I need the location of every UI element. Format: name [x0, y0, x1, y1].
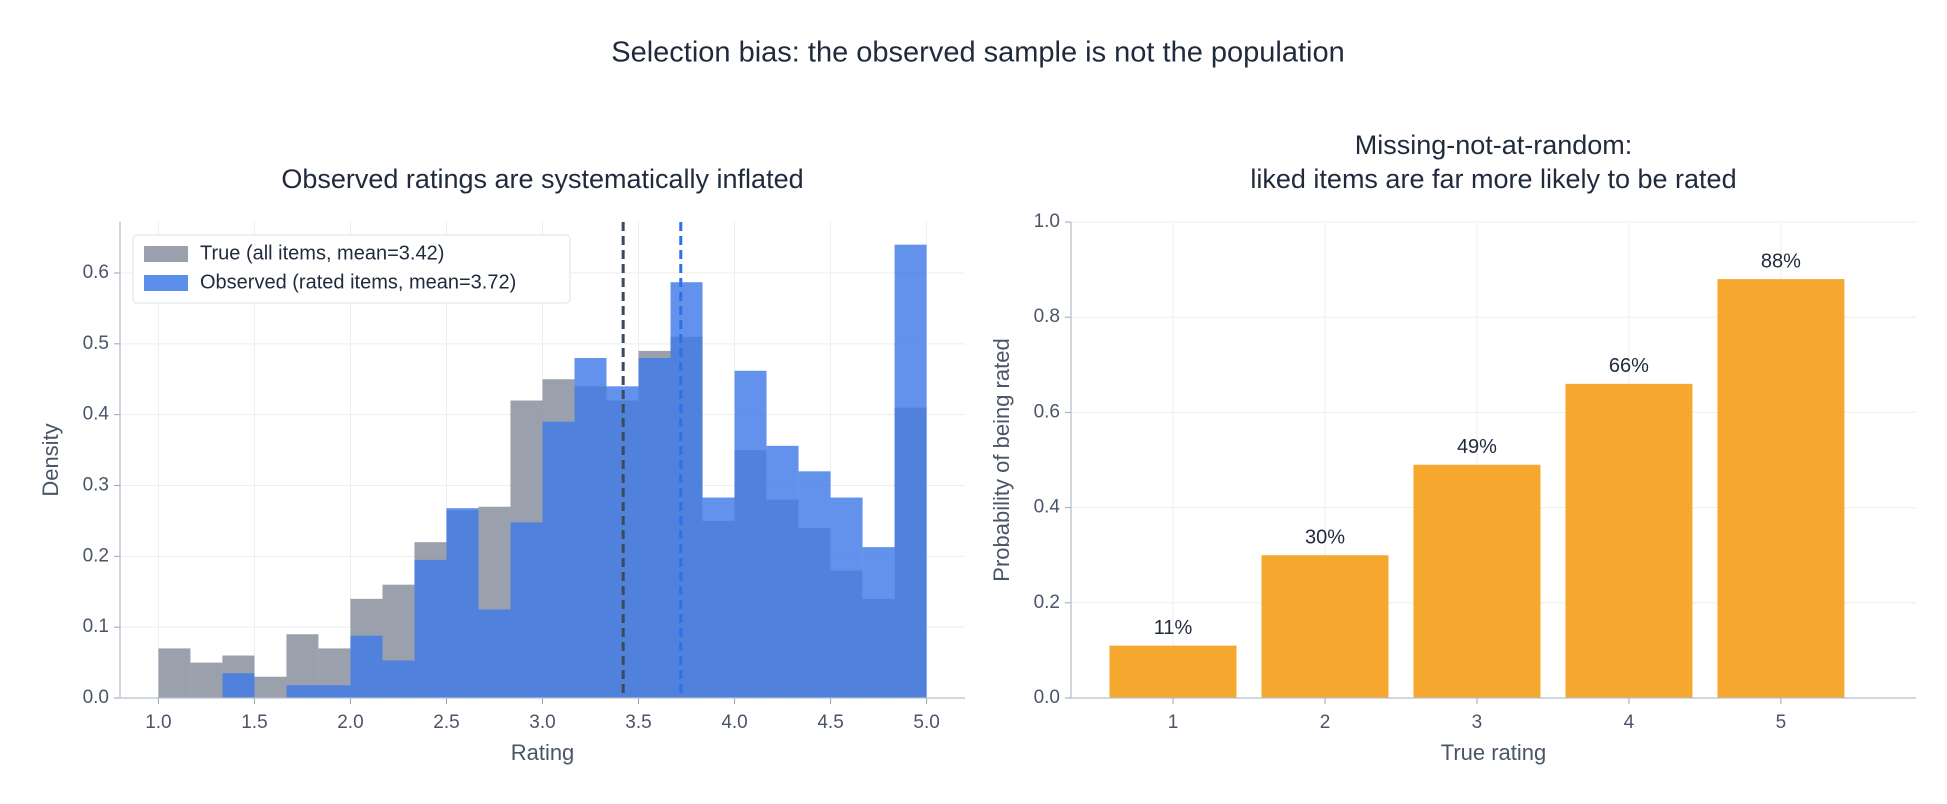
y-tick-label: 0.0 [1034, 687, 1060, 708]
histogram-bar [286, 685, 319, 698]
histogram-bar [414, 559, 447, 698]
y-tick-label: 0.0 [83, 687, 109, 708]
value-label: 66% [1609, 355, 1649, 377]
figure-title: Selection bias: the observed sample is n… [611, 37, 1345, 69]
x-tick-label: 4.5 [817, 712, 843, 733]
y-tick-label: 0.4 [83, 404, 110, 425]
y-tick-label: 0.2 [83, 545, 109, 566]
x-tick-label: 5.0 [913, 712, 939, 733]
y-tick-label: 0.6 [1034, 401, 1060, 422]
x-tick-label: 2.0 [337, 712, 363, 733]
y-tick-label: 0.6 [83, 262, 109, 283]
histogram-bar [382, 660, 415, 698]
histogram-bar [830, 497, 863, 698]
x-axis-label: Rating [511, 740, 575, 765]
histogram-bar [158, 648, 191, 698]
histogram-bar [318, 685, 351, 698]
value-label: 49% [1457, 436, 1497, 458]
legend-swatch [144, 275, 188, 291]
histogram-bar [574, 358, 607, 698]
histogram-bar [670, 282, 703, 698]
x-tick-label: 4 [1624, 712, 1635, 733]
x-tick-label: 1.5 [241, 712, 267, 733]
histogram-bar [446, 508, 479, 698]
y-tick-label: 0.5 [83, 333, 109, 354]
value-label: 11% [1154, 617, 1193, 639]
y-tick-label: 0.8 [1034, 306, 1060, 327]
y-tick-label: 0.1 [83, 616, 109, 637]
x-tick-label: 3.5 [625, 712, 651, 733]
x-tick-label: 2 [1320, 712, 1331, 733]
bar [1261, 555, 1389, 698]
legend-box [132, 234, 571, 304]
histogram-bar [862, 547, 895, 698]
bar [1109, 645, 1237, 698]
x-tick-label: 5 [1776, 712, 1787, 733]
value-label: 30% [1305, 526, 1345, 548]
x-tick-label: 2.5 [433, 712, 459, 733]
x-tick-label: 1 [1168, 712, 1179, 733]
histogram-bar [510, 522, 543, 698]
value-label: 88% [1761, 250, 1801, 272]
histogram-bar [478, 609, 511, 698]
histogram-bar [766, 445, 799, 698]
bar [1717, 279, 1845, 698]
x-tick-label: 3 [1472, 712, 1483, 733]
bar [1565, 383, 1693, 698]
histogram-bar [254, 676, 287, 698]
x-tick-label: 4.0 [721, 712, 747, 733]
histogram-bar [894, 244, 927, 698]
histogram-bar [542, 421, 575, 698]
chart-title: Missing-not-at-random: liked items are fa… [1250, 130, 1736, 194]
histogram-bar [190, 662, 223, 698]
histogram-bar [798, 471, 831, 698]
y-tick-label: 0.2 [1034, 592, 1060, 613]
histogram-bar [350, 635, 383, 698]
legend-swatch [144, 246, 188, 262]
chart-title-line: Missing-not-at-random: [1355, 130, 1633, 160]
y-axis-label: Probability of being rated [989, 338, 1014, 581]
histogram-bar [638, 358, 671, 698]
x-axis-label: True rating [1441, 740, 1547, 765]
y-tick-label: 0.4 [1034, 497, 1061, 518]
chart-title-line: liked items are far more likely to be ra… [1250, 164, 1736, 194]
y-tick-label: 1.0 [1034, 211, 1060, 232]
legend-label: Observed (rated items, mean=3.72) [200, 271, 516, 293]
bar [1413, 464, 1541, 698]
chart-title: Observed ratings are systematically infl… [281, 164, 803, 194]
y-axis-label: Density [38, 423, 63, 496]
y-tick-label: 0.3 [83, 475, 109, 496]
x-tick-label: 1.0 [145, 712, 171, 733]
histogram-bar [222, 673, 255, 698]
legend-label: True (all items, mean=3.42) [200, 242, 444, 264]
x-tick-label: 3.0 [529, 712, 555, 733]
histogram-bar [734, 370, 767, 698]
histogram-bar [702, 497, 735, 698]
